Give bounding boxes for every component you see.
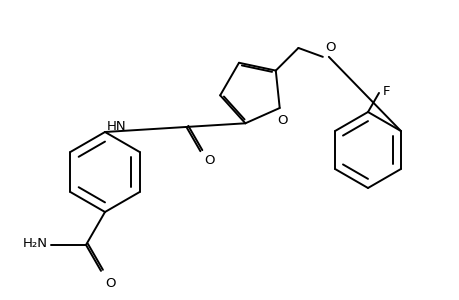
Text: O: O xyxy=(105,277,115,290)
Text: H₂N: H₂N xyxy=(23,237,48,250)
Text: F: F xyxy=(382,85,390,98)
Text: O: O xyxy=(204,154,214,167)
Text: HN: HN xyxy=(106,120,126,133)
Text: O: O xyxy=(277,114,287,127)
Text: O: O xyxy=(324,41,335,54)
